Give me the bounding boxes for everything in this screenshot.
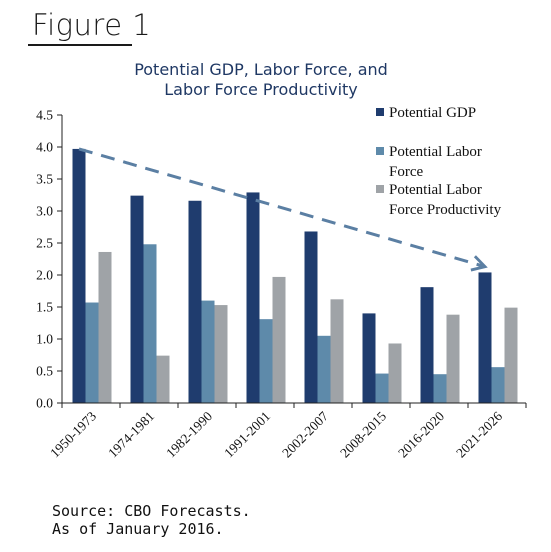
trend-arrow bbox=[78, 147, 488, 272]
x-tick-label-1982-1990: 1982-1990 bbox=[163, 408, 215, 460]
bar-labor-force-1974-1981 bbox=[143, 244, 157, 403]
y-tick-label: 4.5 bbox=[36, 108, 53, 123]
y-tick-label: 0.5 bbox=[36, 364, 53, 379]
legend-swatch-1 bbox=[376, 147, 384, 155]
y-tick-label: 3.0 bbox=[36, 204, 53, 219]
legend-swatch-2 bbox=[376, 185, 384, 193]
bar-gdp-2002-2007 bbox=[304, 231, 318, 403]
bar-gdp-1991-2001 bbox=[246, 192, 260, 403]
bar-productivity-1974-1981 bbox=[156, 355, 170, 403]
y-tick-label: 1.0 bbox=[36, 332, 53, 347]
y-tick-label: 4.0 bbox=[36, 140, 53, 155]
bar-labor-force-1991-2001 bbox=[259, 319, 273, 403]
bar-gdp-2021-2026 bbox=[478, 272, 492, 403]
legend-label-1: Potential Labor bbox=[389, 144, 482, 160]
chart-title-line1: Potential GDP, Labor Force, and bbox=[134, 60, 388, 79]
x-tick-label-1974-1981: 1974-1981 bbox=[105, 409, 157, 461]
y-tick-label: 0.0 bbox=[36, 396, 53, 411]
y-tick-label: 2.5 bbox=[36, 236, 53, 251]
x-tick-label-2002-2007: 2002-2007 bbox=[279, 408, 331, 460]
bar-gdp-1950-1973 bbox=[72, 148, 86, 403]
bar-labor-force-1982-1990 bbox=[201, 300, 215, 403]
source-note: Source: CBO Forecasts. As of January 201… bbox=[52, 502, 251, 538]
bar-productivity-1991-2001 bbox=[272, 276, 286, 403]
bar-productivity-1950-1973 bbox=[98, 251, 112, 403]
source-line-2: As of January 2016. bbox=[52, 520, 224, 538]
legend-label-1: Force bbox=[389, 164, 423, 180]
bar-labor-force-2016-2020 bbox=[433, 374, 447, 403]
figure-label: Figure 1 bbox=[32, 8, 152, 42]
bar-gdp-2016-2020 bbox=[420, 287, 434, 403]
chart-title-line2: Labor Force Productivity bbox=[164, 80, 358, 99]
legend-label-2: Force Productivity bbox=[389, 202, 502, 218]
bar-gdp-2008-2015 bbox=[362, 313, 376, 403]
y-tick-label: 2.0 bbox=[36, 268, 53, 283]
legend-label-0: Potential GDP bbox=[389, 105, 476, 121]
x-tick-label-2008-2015: 2008-2015 bbox=[337, 408, 389, 460]
legend-swatch-0 bbox=[376, 108, 384, 116]
x-tick-label-2016-2020: 2016-2020 bbox=[395, 408, 447, 460]
bar-productivity-2008-2015 bbox=[388, 343, 402, 403]
bar-productivity-2002-2007 bbox=[330, 299, 344, 403]
y-tick-label: 1.5 bbox=[36, 300, 53, 315]
bar-labor-force-2021-2026 bbox=[491, 367, 505, 403]
figure-label-underline bbox=[28, 44, 132, 46]
bar-gdp-1982-1990 bbox=[188, 200, 202, 403]
legend-label-2: Potential Labor bbox=[389, 182, 482, 198]
bar-productivity-1982-1990 bbox=[214, 305, 228, 403]
x-tick-label-1950-1973: 1950-1973 bbox=[47, 408, 99, 460]
source-line-1: Source: CBO Forecasts. bbox=[52, 502, 251, 520]
x-tick-label-2021-2026: 2021-2026 bbox=[453, 408, 505, 460]
bar-labor-force-2008-2015 bbox=[375, 373, 389, 403]
bar-labor-force-2002-2007 bbox=[317, 335, 331, 403]
x-tick-label-1991-2001: 1991-2001 bbox=[221, 409, 273, 461]
bar-productivity-2021-2026 bbox=[504, 307, 518, 403]
bar-labor-force-1950-1973 bbox=[85, 302, 99, 403]
bar-gdp-1974-1981 bbox=[130, 195, 144, 403]
bar-productivity-2016-2020 bbox=[446, 314, 460, 403]
y-tick-label: 3.5 bbox=[36, 172, 53, 187]
